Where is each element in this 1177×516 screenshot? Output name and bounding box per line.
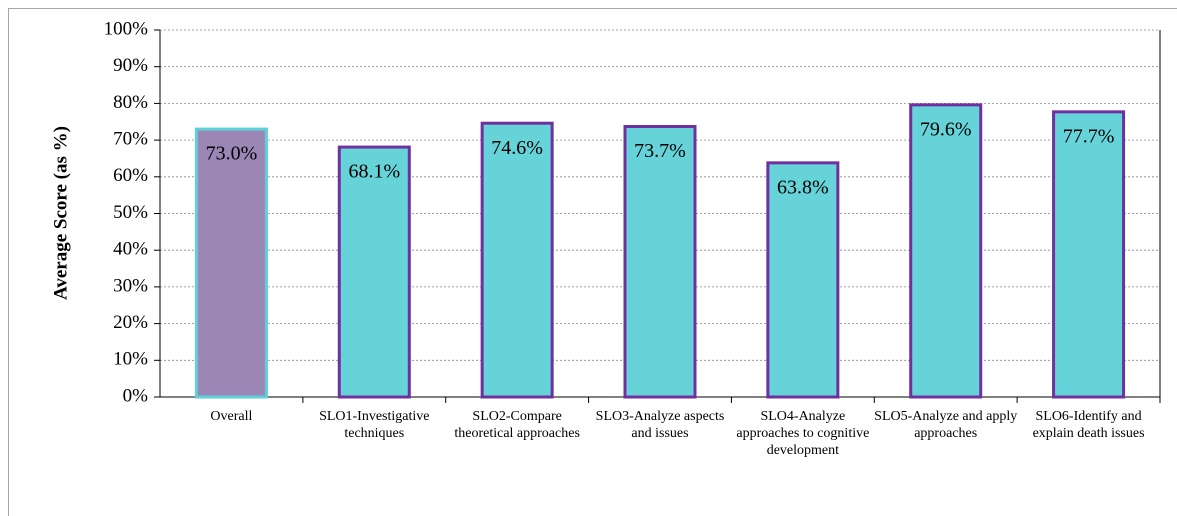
data-label: 79.6% <box>920 118 972 140</box>
y-tick-label: 0% <box>123 385 149 406</box>
y-tick-label: 50% <box>113 202 148 223</box>
data-label: 63.8% <box>777 176 829 198</box>
y-tick-label: 100% <box>104 18 149 39</box>
x-tick-label: SLO3-Analyze aspects and issues <box>595 409 725 441</box>
x-tick-label: SLO6-Identify and explain death issues <box>1032 409 1145 441</box>
y-tick-label: 80% <box>113 92 148 113</box>
bar <box>909 103 983 399</box>
y-tick-label: 40% <box>113 239 148 260</box>
data-label: 73.0% <box>206 143 258 165</box>
y-tick-label: 20% <box>113 312 148 333</box>
x-tick-label: Overall <box>210 409 253 424</box>
data-label: 68.1% <box>348 161 400 183</box>
x-tick-label: SLO5-Analyze and apply approaches <box>874 409 1018 441</box>
x-tick-label: SLO2-Compare theoretical approaches <box>454 409 580 441</box>
bar <box>480 121 554 399</box>
x-tick-label: SLO4-Analyze approaches to cognitive dev… <box>736 409 870 458</box>
y-tick-label: 60% <box>113 165 148 186</box>
y-tick-label: 90% <box>113 55 148 76</box>
y-tick-label: 30% <box>113 275 148 296</box>
bar <box>1052 110 1126 399</box>
data-label: 74.6% <box>491 137 543 159</box>
bar <box>766 161 840 399</box>
bar <box>623 125 697 399</box>
y-axis-label: Average Score (as %) <box>50 126 71 300</box>
x-tick-label: SLO1-Investigative techniques <box>319 409 430 441</box>
y-tick-label: 10% <box>113 349 148 370</box>
bar <box>194 127 268 399</box>
data-label: 73.7% <box>634 140 686 162</box>
y-tick-label: 70% <box>113 128 148 149</box>
bar <box>337 145 411 399</box>
data-label: 77.7% <box>1063 125 1115 147</box>
chart-border <box>8 8 1177 516</box>
